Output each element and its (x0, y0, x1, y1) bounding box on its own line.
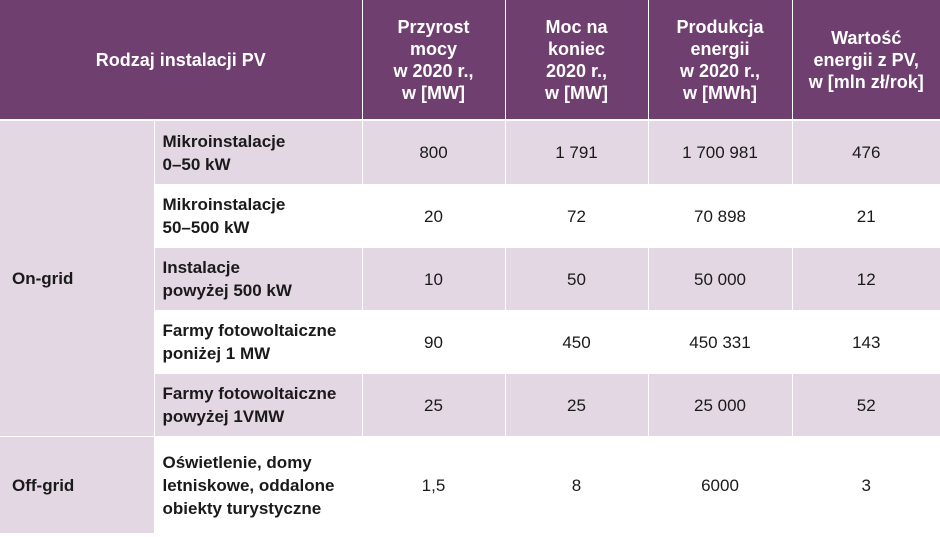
production-cell: 25 000 (648, 373, 793, 437)
value-cell: 21 (792, 184, 940, 248)
header-energy-production: Produkcja energii w 2020 r., w [MWh] (648, 0, 793, 121)
table-row: On-grid Mikroinstalacje 0–50 kW 800 1 79… (0, 120, 940, 437)
installation-type-cell: Instalacje powyżej 500 kW (154, 247, 363, 311)
group-label-off-grid: Off-grid (0, 436, 155, 534)
value-cell: 143 (792, 310, 940, 374)
value-cell: 12 (792, 247, 940, 311)
header-energy-value: Wartość energii z PV, w [mln zł/rok] (792, 0, 940, 121)
table-row: Farmy fotowoltaiczne poniżej 1 MW 90 450… (0, 310, 940, 374)
power-growth-cell: 25 (362, 373, 506, 437)
value-cell: 52 (792, 373, 940, 437)
table-row: Mikroinstalacje 50–500 kW 20 72 70 898 2… (0, 184, 940, 248)
installation-type-cell: Oświetlenie, domy letniskowe, oddalone o… (154, 436, 363, 534)
header-capacity-end-2020: Moc na koniec 2020 r., w [MW] (505, 0, 649, 121)
capacity-cell: 72 (505, 184, 649, 248)
value-cell: 3 (792, 436, 940, 534)
production-cell: 6000 (648, 436, 793, 534)
production-cell: 450 331 (648, 310, 793, 374)
production-cell: 70 898 (648, 184, 793, 248)
capacity-cell: 25 (505, 373, 649, 437)
production-cell: 1 700 981 (648, 120, 793, 185)
power-growth-cell: 10 (362, 247, 506, 311)
power-growth-cell: 800 (362, 120, 506, 185)
table-row: Instalacje powyżej 500 kW 10 50 50 000 1… (0, 247, 940, 311)
header-row: Rodzaj instalacji PV Przyrost mocy w 202… (0, 0, 940, 121)
table-row: Off-grid Oświetlenie, domy letniskowe, o… (0, 436, 940, 534)
capacity-cell: 8 (505, 436, 649, 534)
header-power-growth: Przyrost mocy w 2020 r., w [MW] (362, 0, 506, 121)
capacity-cell: 50 (505, 247, 649, 311)
power-growth-cell: 90 (362, 310, 506, 374)
group-label-on-grid: On-grid (0, 120, 155, 437)
installation-type-cell: Farmy fotowoltaiczne poniżej 1 MW (154, 310, 363, 374)
installation-type-cell: Mikroinstalacje 50–500 kW (154, 184, 363, 248)
capacity-cell: 450 (505, 310, 649, 374)
table-row: Farmy fotowoltaiczne powyżej 1VMW 25 25 … (0, 373, 940, 437)
power-growth-cell: 20 (362, 184, 506, 248)
power-growth-cell: 1,5 (362, 436, 506, 534)
installation-type-cell: Farmy fotowoltaiczne powyżej 1VMW (154, 373, 363, 437)
value-cell: 476 (792, 120, 940, 185)
header-installation-type: Rodzaj instalacji PV (0, 0, 363, 121)
installation-type-cell: Mikroinstalacje 0–50 kW (154, 120, 363, 185)
capacity-cell: 1 791 (505, 120, 649, 185)
production-cell: 50 000 (648, 247, 793, 311)
